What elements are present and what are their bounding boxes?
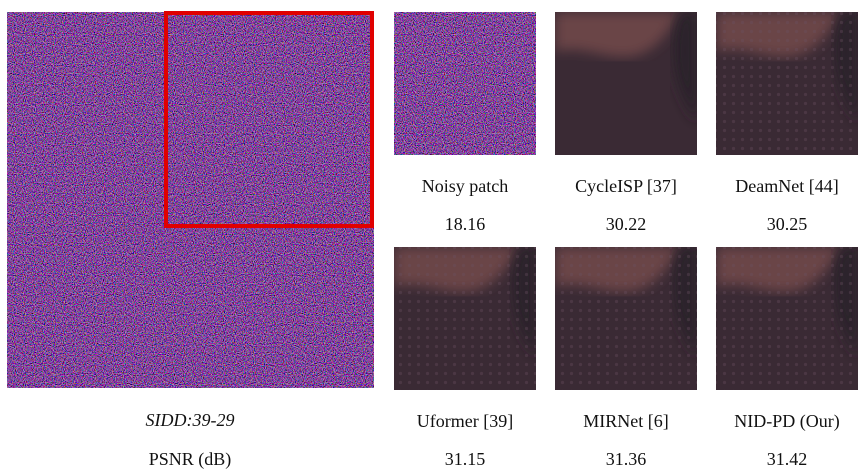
patch-content — [716, 247, 858, 390]
zoom-box — [164, 11, 374, 228]
patch-content — [555, 12, 697, 155]
patch-content — [555, 247, 697, 390]
patch-label: Noisy patch — [422, 176, 508, 196]
patch-psnr: 31.42 — [767, 449, 808, 469]
patch-psnr: 30.22 — [606, 214, 647, 234]
patch-content — [716, 12, 858, 155]
noise-texture — [7, 12, 374, 388]
patch-psnr: 30.25 — [767, 214, 808, 234]
patch-dots — [716, 247, 858, 390]
patch: NID-PD (Our) 31.42 — [716, 247, 858, 469]
patch: Noisy patch 18.16 — [394, 12, 536, 234]
patch-dots — [716, 12, 858, 155]
patch-label: Uformer [39] — [417, 411, 513, 431]
patch: Uformer [39] 31.15 — [394, 247, 536, 469]
patch-dots — [555, 247, 697, 390]
patch-edge — [672, 12, 697, 122]
patch-label: NID-PD (Our) — [734, 411, 839, 432]
patch-noise — [394, 12, 536, 155]
patch-dots — [394, 247, 536, 390]
main-caption: SIDD:39-29 — [146, 410, 235, 430]
main-metric: PSNR (dB) — [149, 449, 232, 470]
patch-label: CycleISP [37] — [575, 176, 677, 196]
patch-content — [394, 12, 536, 155]
patch-psnr: 31.36 — [606, 449, 647, 469]
patch-psnr: 18.16 — [445, 214, 486, 234]
patch-label: DeamNet [44] — [735, 176, 838, 196]
patch-shape — [555, 12, 680, 57]
patch: DeamNet [44] 30.25 — [716, 12, 858, 234]
patch-label: MIRNet [6] — [583, 411, 668, 431]
patch: CycleISP [37] 30.22 — [555, 12, 697, 234]
patch-content — [394, 247, 536, 390]
patch: MIRNet [6] 31.36 — [555, 247, 697, 469]
patch-psnr: 31.15 — [445, 449, 486, 469]
